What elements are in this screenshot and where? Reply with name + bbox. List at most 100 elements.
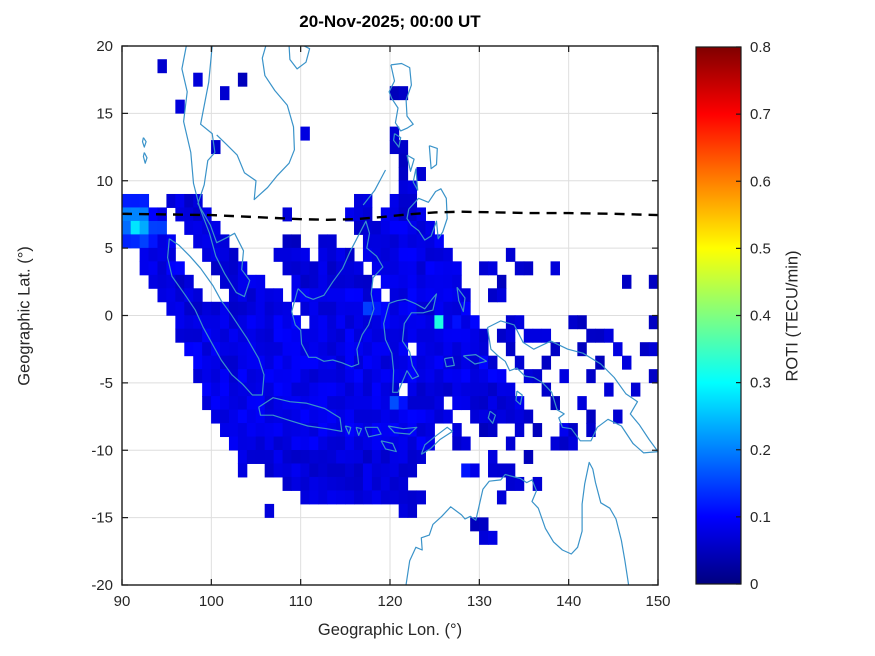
roti-cell [416,167,426,181]
roti-cell [130,220,141,235]
roti-cell [255,396,266,411]
roti-cell [345,436,355,451]
roti-cell [300,369,310,384]
roti-cell [220,396,230,411]
roti-cell [318,463,328,478]
roti-cell [228,315,239,330]
roti-cell [291,261,301,276]
roti-cell [425,396,435,411]
roti-cell [380,436,391,451]
roti-cell [461,382,471,397]
roti-cell [488,450,498,464]
roti-cell [443,274,453,289]
roti-cell [407,301,418,316]
roti-cell [273,436,284,451]
roti-cell [398,153,409,168]
roti-cell [496,274,507,289]
roti-cell [470,315,480,330]
roti-cell [228,409,239,424]
roti-cell [300,476,310,491]
roti-cell [193,72,203,87]
roti-cell [318,247,328,262]
roti-cell [184,342,194,357]
roti-cell [398,247,409,262]
roti-cell [470,355,480,370]
roti-cell [327,288,337,303]
roti-cell [157,288,167,303]
roti-cell [202,301,212,316]
roti-cell [291,355,301,370]
roti-cell [559,369,569,384]
roti-cell [211,369,221,384]
roti-cell [407,274,418,289]
roti-cell [148,261,158,276]
roti-cell [309,301,319,316]
roti-cell [237,342,248,357]
x-tick-label: 120 [377,593,402,610]
roti-cell [362,328,373,343]
roti-cell [211,220,221,235]
roti-cell [416,382,426,397]
roti-cell [389,234,400,249]
roti-cell [228,288,239,303]
roti-cell [362,193,373,208]
roti-cell [354,409,364,424]
roti-cell [273,382,284,397]
roti-cell [407,193,418,208]
roti-cell [559,423,569,438]
roti-cell [371,396,382,411]
roti-cell [380,476,391,491]
roti-cell [389,476,400,491]
roti-cell [309,369,319,384]
roti-cell [193,355,203,370]
roti-cell [264,436,275,451]
roti-cell [362,450,373,464]
roti-cell [345,315,355,330]
roti-cell [345,490,355,505]
roti-cell [496,463,507,478]
roti-cell [496,396,507,411]
roti-cell [130,193,141,208]
roti-cell [166,247,176,262]
roti-cell [505,436,516,451]
roti-cell [407,247,418,262]
roti-cell [380,450,391,464]
coastline-path [216,46,295,201]
roti-cell [461,342,471,357]
roti-cell [237,301,248,316]
coastline-path [362,169,387,206]
roti-cell [354,301,364,316]
roti-cell [452,301,462,316]
roti-cell [452,274,462,289]
roti-cell [452,382,462,397]
coastline-path [462,354,488,365]
roti-cell [371,423,382,438]
roti-cell [336,490,346,505]
roti-cell [630,382,641,397]
roti-cell [220,274,230,289]
roti-cell [354,476,364,491]
roti-cell [336,369,346,384]
roti-cell [371,490,382,505]
roti-cell [488,530,498,545]
roti-cell [371,301,382,316]
roti-cell [586,369,596,384]
roti-cell [246,396,257,411]
roti-cell [505,463,516,478]
roti-cell [273,328,284,343]
roti-cell [228,247,239,262]
roti-cell [148,234,158,249]
roti-cell [193,288,203,303]
roti-cell [354,220,364,235]
roti-cell [166,234,176,249]
roti-cell [291,436,301,451]
roti-cell [443,301,453,316]
roti-cell [362,274,373,289]
roti-cell [416,450,426,464]
roti-cell [345,274,355,289]
roti-cell [246,315,257,330]
colorbar-tick-label: 0.4 [750,308,771,325]
roti-cell [264,503,275,518]
roti-cell [318,382,328,397]
roti-cell [327,301,337,316]
